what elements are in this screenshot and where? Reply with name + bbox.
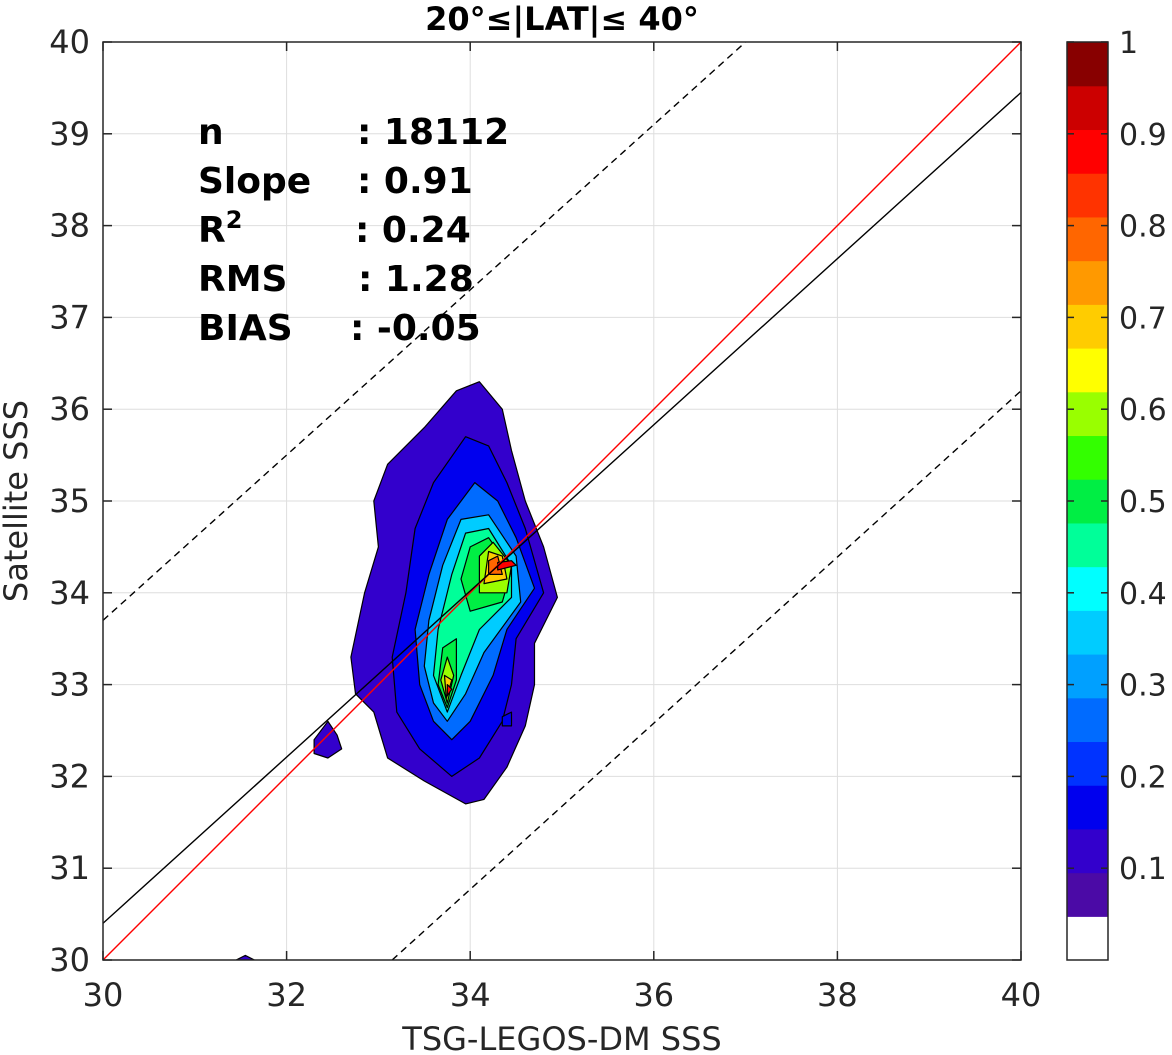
y-tick-label: 38: [49, 207, 90, 245]
x-tick-label: 30: [83, 976, 124, 1014]
colorbar-tick-label: 0.4: [1119, 577, 1167, 612]
line-fit: [103, 91, 1021, 924]
colorbar-swatch: [1067, 872, 1108, 917]
colorbar-tick-label: 0.1: [1119, 852, 1167, 887]
y-tick-label: 36: [49, 390, 90, 428]
colorbar-swatch: [1067, 129, 1108, 174]
y-tick-label: 32: [49, 757, 90, 795]
line-1-1: [103, 42, 1021, 960]
x-tick-label: 40: [1001, 976, 1042, 1014]
density-contour-region: [235, 954, 256, 960]
colorbar-swatch: [1067, 697, 1108, 743]
colorbar-swatch: [1067, 654, 1108, 699]
x-tick-label: 36: [633, 976, 674, 1014]
x-tick-label: 38: [817, 976, 858, 1014]
y-tick-label: 31: [49, 849, 90, 887]
reference-lines: [103, 42, 1021, 960]
stat-value: : 18112: [357, 112, 509, 153]
y-tick-label: 30: [49, 941, 90, 979]
stat-label: n: [198, 112, 224, 153]
stat-label: Slope: [198, 161, 311, 202]
colorbar-swatch: [1067, 42, 1108, 87]
y-tick-label: 33: [49, 666, 90, 704]
colorbar-tick-label: 0.5: [1119, 485, 1167, 520]
x-tick-label: 32: [266, 976, 307, 1014]
stat-value: : -0.05: [350, 308, 481, 349]
colorbar-tick-label: 0.3: [1119, 669, 1167, 704]
colorbar-tick-label: 0.9: [1119, 118, 1167, 153]
colorbar-tick-label: 0.2: [1119, 760, 1167, 795]
colorbar-swatch: [1067, 304, 1108, 349]
density-contour-region: [313, 720, 343, 759]
y-tick-label: 39: [49, 115, 90, 153]
line-lower: [391, 390, 1021, 960]
colorbar-tick-label: 1: [1119, 26, 1138, 61]
y-tick-label: 35: [49, 482, 90, 520]
stat-value: : 0.91: [357, 161, 473, 202]
colorbar-swatch: [1067, 610, 1108, 655]
x-axis-title: TSG-LEGOS-DM SSS: [401, 1020, 721, 1055]
y-tick-label: 37: [49, 298, 90, 336]
colorbar-swatch: [1067, 391, 1108, 437]
colorbar-swatch: [1067, 741, 1108, 786]
y-tick-label: 34: [49, 574, 90, 612]
stat-label: RMS: [198, 259, 287, 300]
y-tick-label: 40: [49, 23, 90, 61]
colorbar-swatch: [1067, 916, 1108, 961]
colorbar-swatch: [1067, 348, 1108, 393]
colorbar-tick-label: 0.7: [1119, 301, 1167, 336]
colorbar-swatch: [1067, 566, 1108, 611]
axis-ticks: 30 32 34 36 38 40 30 31 32 33 34 35 36 37 38 39 40: [49, 23, 1041, 1014]
chart-title: 20°≤|LAT|≤ 40°: [425, 0, 699, 39]
colorbar-swatch: [1067, 85, 1108, 131]
colorbar-swatch: [1067, 435, 1108, 480]
colorbar-swatch: [1067, 785, 1108, 830]
stat-value: : 1.28: [358, 259, 474, 300]
stat-value: : 0.24: [355, 210, 471, 251]
y-axis-title: Satellite SSS: [0, 400, 35, 602]
stat-label: BIAS: [198, 308, 293, 349]
density-contour-region: [446, 683, 453, 697]
colorbar-swatch: [1067, 828, 1108, 874]
colorbar-swatch: [1067, 216, 1108, 262]
colorbar: 0.1 0.2 0.3 0.4 0.5 0.6 0.7 0.8 0.9 1: [1066, 26, 1167, 961]
colorbar-tick-label: 0.8: [1119, 210, 1167, 245]
colorbar-swatch: [1067, 522, 1108, 568]
density-contour-region: [501, 711, 513, 727]
colorbar-swatch: [1067, 173, 1108, 218]
x-tick-label: 34: [450, 976, 491, 1014]
line-upper: [103, 42, 747, 621]
colorbar-swatch: [1067, 260, 1108, 305]
colorbar-tick-label: 0.6: [1119, 393, 1167, 428]
